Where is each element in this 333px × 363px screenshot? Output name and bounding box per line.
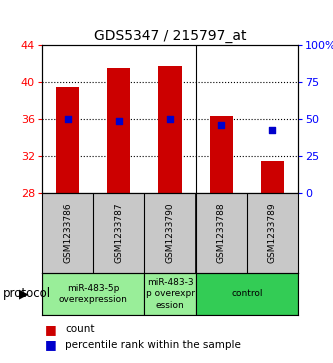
Point — [167, 116, 173, 122]
Point — [116, 118, 122, 124]
Point — [65, 116, 70, 122]
Text: count: count — [65, 325, 95, 334]
Bar — [56, 87, 79, 193]
Title: GDS5347 / 215797_at: GDS5347 / 215797_at — [94, 29, 246, 42]
Text: ■: ■ — [45, 339, 57, 351]
Text: ■: ■ — [45, 323, 57, 336]
Text: GSM1233788: GSM1233788 — [217, 203, 226, 263]
Text: GSM1233787: GSM1233787 — [114, 203, 123, 263]
Bar — [107, 68, 130, 193]
Text: GSM1233789: GSM1233789 — [268, 203, 277, 263]
Text: control: control — [231, 290, 262, 298]
Text: GSM1233786: GSM1233786 — [63, 203, 72, 263]
Text: percentile rank within the sample: percentile rank within the sample — [65, 340, 241, 350]
Text: miR-483-3
p overexpr
ession: miR-483-3 p overexpr ession — [146, 278, 194, 310]
Text: miR-483-5p
overexpression: miR-483-5p overexpression — [59, 284, 128, 304]
Bar — [261, 160, 284, 193]
Text: protocol: protocol — [3, 287, 52, 301]
Bar — [42, 273, 145, 315]
Bar — [210, 116, 233, 193]
Text: ▶: ▶ — [19, 287, 28, 301]
Bar — [145, 273, 195, 315]
Bar — [159, 66, 181, 193]
Text: GSM1233790: GSM1233790 — [166, 203, 174, 263]
Bar — [195, 273, 298, 315]
Point — [218, 122, 224, 127]
Point — [270, 127, 275, 133]
